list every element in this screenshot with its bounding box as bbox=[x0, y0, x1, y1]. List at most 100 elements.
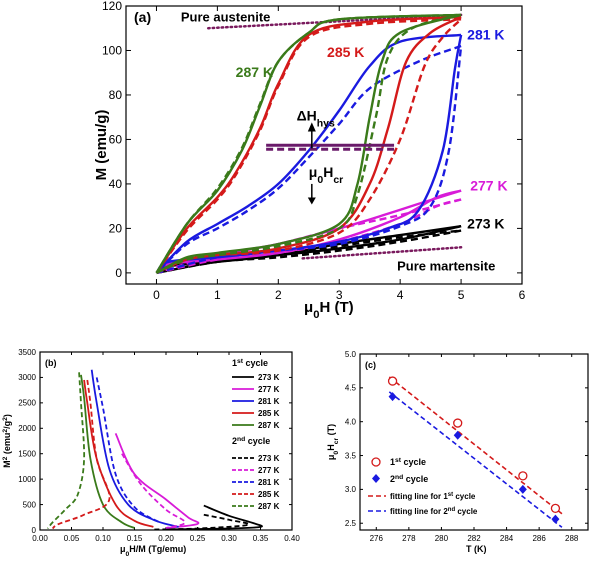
x-tick-label: 0 bbox=[153, 288, 160, 302]
y-tick-label: 2.5 bbox=[345, 519, 357, 528]
x-tick-label: 0.15 bbox=[127, 534, 143, 543]
panel-label: (b) bbox=[45, 358, 57, 368]
y-tick-label: 120 bbox=[102, 0, 122, 13]
legend-entry: 277 K bbox=[258, 385, 280, 394]
x-axis-label: T (K) bbox=[466, 544, 487, 554]
curve-b-281k-cycle1 bbox=[90, 369, 179, 528]
x-tick-label: 0.40 bbox=[284, 534, 300, 543]
curve-287k-first-up bbox=[155, 13, 462, 274]
y-tick-label: 40 bbox=[109, 177, 123, 191]
x-tick-label: 276 bbox=[370, 534, 384, 543]
x-tick-label: 286 bbox=[532, 534, 546, 543]
panel-c: 276 278 280 282 284 286 288 2.5 3.0 3.5 4.0 4.5 5.0 (… bbox=[326, 350, 589, 554]
point-1st-cycle bbox=[453, 418, 463, 428]
legend-header-2nd-cycle: 2nd cycle bbox=[232, 436, 270, 447]
fit-line-1 bbox=[388, 376, 563, 515]
legend-entry: 281 K bbox=[258, 397, 280, 406]
temp-label-285k: 285 K bbox=[327, 44, 364, 60]
curve-b-285k-cycle1 bbox=[83, 379, 154, 528]
x-tick-label: 284 bbox=[500, 534, 514, 543]
reference-line-martensite bbox=[301, 246, 463, 260]
point-2nd-cycle bbox=[453, 430, 462, 440]
annotation-mu0-hcr: μ0Hcr bbox=[309, 164, 343, 186]
x-axis-label: μ0H (T) bbox=[304, 299, 354, 321]
y-tick-label: 3000 bbox=[18, 373, 36, 382]
legend-entry: 273 K bbox=[258, 373, 280, 382]
curve-273k-second-down bbox=[156, 229, 462, 275]
x-tick-label: 0.05 bbox=[64, 534, 80, 543]
curve-281k-second-up bbox=[156, 45, 463, 275]
point-2nd-cycle bbox=[551, 514, 560, 524]
temp-label-281k: 281 K bbox=[467, 26, 504, 42]
legend-entry-fit-1st: fitting line for 1st cycle bbox=[390, 492, 476, 501]
x-tick-label: 3 bbox=[336, 288, 343, 302]
y-tick-label: 0 bbox=[115, 266, 122, 280]
legend-entry: 287 K bbox=[258, 502, 280, 511]
x-tick-label: 0.10 bbox=[95, 534, 111, 543]
fit-line-2 bbox=[388, 391, 563, 528]
legend-entry: 281 K bbox=[258, 478, 280, 487]
y-tick-label: 3500 bbox=[18, 348, 36, 357]
point-1st-cycle bbox=[550, 503, 561, 513]
legend-entry-fit-2nd: fitting line for 2nd cycle bbox=[390, 507, 478, 516]
legend-marker-1st bbox=[371, 457, 381, 467]
curve-b-273k-cycle1 bbox=[165, 504, 263, 530]
curve-273k-second-up bbox=[156, 229, 462, 275]
legend-entry-1st-cycle: 1st cycle bbox=[390, 457, 426, 468]
y-tick-label: 0 bbox=[32, 526, 37, 535]
x-axis-label: μ0H/M (Tg/emu) bbox=[120, 544, 186, 558]
y-tick-label: 5.0 bbox=[345, 350, 357, 359]
legend-entry: 287 K bbox=[258, 421, 280, 430]
y-tick-label: 4.0 bbox=[345, 417, 357, 426]
y-axis-label: μ0Hcr (T) bbox=[326, 424, 340, 460]
curve-281k-first-down bbox=[155, 33, 462, 274]
x-tick-label: 282 bbox=[467, 534, 481, 543]
point-1st-cycle bbox=[387, 376, 398, 386]
curve-b-281k-cycle2 bbox=[95, 377, 161, 524]
y-axis-label: M2 (emu2/g2) bbox=[2, 414, 13, 468]
y-tick-label: 1000 bbox=[18, 475, 36, 484]
x-tick-label: 0.35 bbox=[253, 534, 269, 543]
x-tick-label: 0.25 bbox=[190, 534, 206, 543]
legend-entry: 285 K bbox=[258, 490, 280, 499]
curve-b-287k-cycle1 bbox=[80, 374, 135, 529]
label-pure-austenite: Pure austenite bbox=[181, 10, 271, 25]
y-tick-label: 2500 bbox=[18, 399, 36, 408]
legend-marker-2nd bbox=[372, 474, 380, 483]
plot-frame bbox=[125, 5, 523, 285]
curve-b-277k-cycle2 bbox=[121, 453, 186, 529]
legend-header-1st-cycle: 1st cycle bbox=[232, 358, 268, 369]
temp-label-277k: 277 K bbox=[470, 178, 507, 194]
legend-entry: 277 K bbox=[258, 466, 280, 475]
curve-281k-second-down bbox=[155, 44, 462, 274]
y-axis-label: M (emu/g) bbox=[93, 110, 110, 181]
curve-b-277k-cycle1 bbox=[114, 433, 200, 529]
point-2nd-cycle bbox=[388, 392, 397, 402]
y-tick-label: 60 bbox=[109, 133, 123, 147]
x-tick-label: 0.20 bbox=[158, 534, 174, 543]
y-tick-label: 20 bbox=[109, 222, 123, 236]
annotation-delta-h-hys: ΔHhys bbox=[297, 108, 335, 130]
y-tick-label: 500 bbox=[23, 500, 37, 509]
y-tick-label: 1500 bbox=[18, 450, 36, 459]
y-tick-label: 100 bbox=[102, 44, 122, 58]
x-tick-label: 0.30 bbox=[221, 534, 237, 543]
y-tick-label: 3.0 bbox=[345, 485, 357, 494]
panel-label: (a) bbox=[134, 9, 151, 25]
legend-entry-2nd-cycle: 2nd cycle bbox=[390, 474, 428, 485]
curve-b-287k-cycle2 bbox=[46, 372, 86, 530]
arrow-hcr-head bbox=[307, 197, 316, 205]
y-tick-label: 3.5 bbox=[345, 451, 357, 460]
x-tick-label: 2 bbox=[275, 288, 282, 302]
temp-label-273k: 273 K bbox=[467, 215, 504, 231]
point-1st-cycle bbox=[518, 471, 528, 481]
curves-b bbox=[46, 369, 263, 530]
x-tick-label: 4 bbox=[397, 288, 404, 302]
legend-entry: 273 K bbox=[258, 454, 280, 463]
curve-b-285k-cycle2 bbox=[51, 379, 111, 530]
x-tick-label: 288 bbox=[565, 534, 579, 543]
temp-label-287k: 287 K bbox=[236, 64, 273, 80]
curve-285k-second-down bbox=[155, 18, 462, 274]
